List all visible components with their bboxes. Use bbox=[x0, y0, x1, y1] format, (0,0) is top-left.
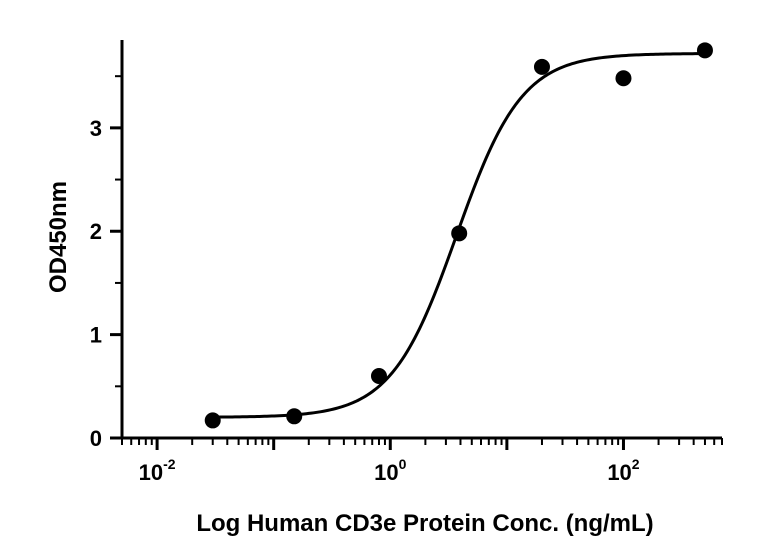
x-tick-label: 10-2 bbox=[139, 456, 176, 485]
x-axis-title: Log Human CD3e Protein Conc. (ng/mL) bbox=[196, 510, 653, 537]
data-point bbox=[451, 225, 468, 242]
y-tick-label: 0 bbox=[90, 426, 102, 451]
data-point bbox=[615, 70, 632, 87]
x-tick-label: 102 bbox=[607, 456, 639, 485]
y-axis-title: OD450nm bbox=[45, 181, 72, 293]
data-points bbox=[204, 42, 713, 429]
y-tick-label: 2 bbox=[90, 219, 102, 244]
x-tick-exponent: 0 bbox=[399, 456, 407, 472]
x-tick-exponent: -2 bbox=[163, 456, 176, 472]
data-point bbox=[533, 58, 550, 75]
x-tick-exponent: 2 bbox=[632, 456, 640, 472]
data-point bbox=[696, 42, 713, 59]
x-tick-label: 100 bbox=[374, 456, 406, 485]
data-point bbox=[370, 367, 387, 384]
data-point bbox=[204, 412, 221, 429]
axes bbox=[110, 40, 723, 450]
data-point bbox=[286, 408, 303, 425]
x-tick-base: 10 bbox=[607, 460, 631, 485]
x-tick-base: 10 bbox=[374, 460, 398, 485]
y-tick-label: 3 bbox=[90, 116, 102, 141]
y-tick-label: 1 bbox=[90, 323, 102, 348]
x-tick-base: 10 bbox=[139, 460, 163, 485]
